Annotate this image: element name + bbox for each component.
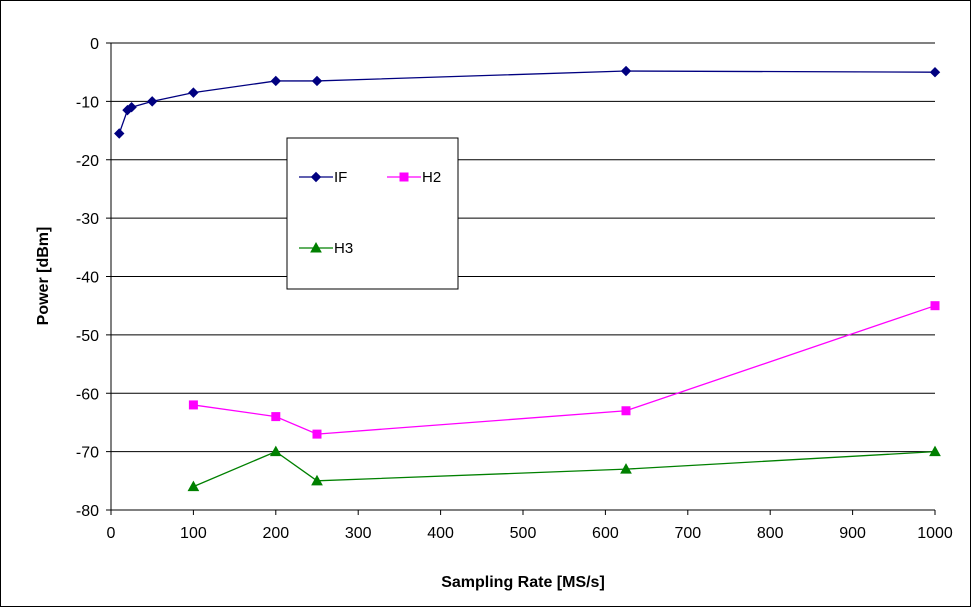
legend-label: H3 [334,240,353,257]
data-point-if [311,75,323,87]
axes: 0 -10 -20 -30 -40 -50 -60 -70 -80 0 100 200 300 400 50… [76,36,953,542]
data-point-if [114,128,125,139]
data-point-if [620,65,632,77]
x-tick-label: 0 [107,525,116,542]
series-layer [114,65,941,492]
legend: IF H2 H3 [286,137,459,290]
legend-swatch-marker [399,172,409,182]
data-point-h2 [188,400,198,410]
legend-label: H2 [422,169,441,186]
data-point-h3 [187,480,200,492]
legend-entry-h2: H2 [387,169,441,186]
grid-lines [111,42,935,453]
x-tick-label: 300 [345,525,372,542]
y-tick-label: -30 [76,211,99,228]
y-tick-label: 0 [90,36,99,53]
data-point-h3 [269,445,282,457]
legend-box [286,137,459,290]
x-axis-title: Sampling Rate [MS/s] [441,574,605,591]
y-tick-label: -70 [76,445,99,462]
y-tick-label: -20 [76,153,99,170]
x-tick-label: 600 [592,525,619,542]
y-tick-label: -60 [76,386,99,403]
data-point-h2 [271,412,281,422]
y-tick-label: -40 [76,270,99,287]
data-point-if [188,87,199,98]
y-axis-title: Power [dBm] [35,227,52,326]
y-tick-label: -10 [76,94,99,111]
data-point-h2 [621,406,631,416]
data-point-h3 [929,445,941,457]
data-point-if [146,96,158,107]
data-point-h3 [311,474,323,486]
series-h2 [188,301,940,439]
x-tick-label: 1000 [917,525,953,542]
x-tick-label: 700 [674,525,701,542]
x-tick-label: 900 [839,525,866,542]
x-tick-label: 800 [757,525,784,542]
legend-swatch-marker [310,241,322,253]
data-point-if [929,66,941,78]
data-point-if [270,75,282,87]
x-tick-label: 400 [427,525,454,542]
legend-entry-h3: H3 [299,240,353,257]
legend-swatch-marker [310,171,322,183]
x-tick-label: 500 [510,525,537,542]
series-if [114,65,941,139]
series-h3 [187,445,941,492]
x-tick-label: 200 [262,525,289,542]
y-tick-label: -80 [76,503,99,520]
data-point-if [126,102,137,113]
data-point-h3 [620,463,632,474]
data-point-h2 [930,301,940,311]
data-point-h2 [312,429,322,439]
x-tick-label: 100 [180,525,207,542]
y-tick-label: -50 [76,328,99,345]
legend-label: IF [334,169,347,186]
legend-entry-if: IF [299,169,347,186]
